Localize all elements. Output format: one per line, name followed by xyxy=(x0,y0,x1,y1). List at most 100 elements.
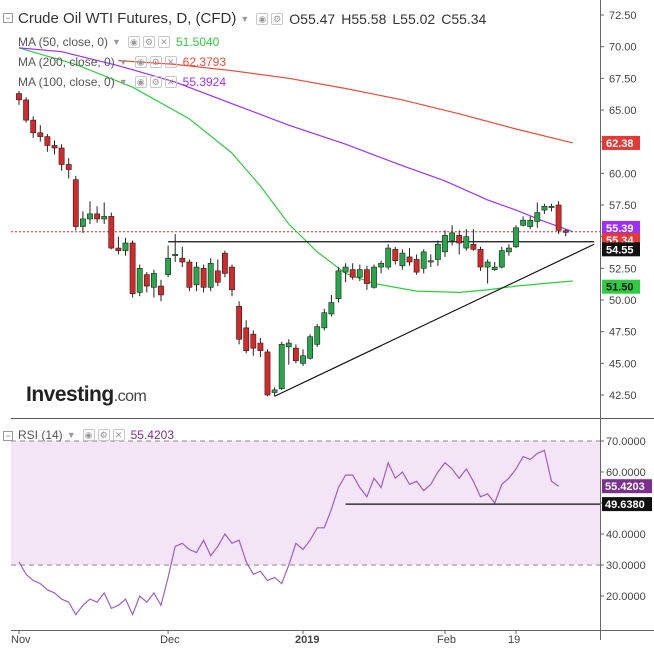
candle[interactable] xyxy=(520,216,526,227)
candle[interactable] xyxy=(101,202,108,224)
ma100-dropdown-icon[interactable]: ▼ xyxy=(118,77,128,87)
candle[interactable] xyxy=(392,246,399,265)
candle[interactable] xyxy=(349,263,356,280)
rsi-settings-icon[interactable]: ⚙ xyxy=(97,429,110,441)
candle[interactable] xyxy=(406,248,413,266)
candle[interactable] xyxy=(222,250,228,278)
candle[interactable] xyxy=(72,175,79,231)
candle[interactable] xyxy=(513,225,519,249)
candle[interactable] xyxy=(136,264,143,297)
ma50-settings-icon[interactable]: ⚙ xyxy=(142,36,155,48)
ma200-dropdown-icon[interactable]: ▼ xyxy=(118,57,128,67)
rsi-label[interactable]: RSI (14) xyxy=(18,428,63,442)
candle[interactable] xyxy=(80,211,86,233)
ma50-visibility-icon[interactable]: ◉ xyxy=(127,36,140,48)
candle[interactable] xyxy=(193,262,200,292)
candle[interactable] xyxy=(172,234,179,262)
ma50-dropdown-icon[interactable]: ▼ xyxy=(112,37,121,47)
candle[interactable] xyxy=(555,201,562,235)
candle[interactable] xyxy=(363,265,370,290)
candle[interactable] xyxy=(108,212,115,250)
candle[interactable] xyxy=(186,259,193,292)
candle[interactable] xyxy=(434,240,441,266)
candle[interactable] xyxy=(30,116,37,138)
candle[interactable] xyxy=(264,349,271,397)
candle[interactable] xyxy=(470,229,477,251)
candle[interactable] xyxy=(58,144,65,171)
candle[interactable] xyxy=(129,240,136,298)
candle[interactable] xyxy=(250,330,257,356)
rsi-dropdown-icon[interactable]: ▼ xyxy=(66,430,76,440)
ma50-label[interactable]: MA (50, close, 0) xyxy=(18,35,109,49)
candle[interactable] xyxy=(51,140,58,155)
candle[interactable] xyxy=(257,338,264,357)
candle[interactable] xyxy=(498,246,505,269)
ma100-settings-icon[interactable]: ⚙ xyxy=(149,76,162,88)
candle[interactable] xyxy=(94,206,100,223)
candle[interactable] xyxy=(214,259,221,287)
candle[interactable] xyxy=(122,237,129,256)
candle[interactable] xyxy=(442,230,448,257)
candle[interactable] xyxy=(236,301,242,345)
candle[interactable] xyxy=(413,254,420,275)
candle[interactable] xyxy=(16,91,22,105)
candle[interactable] xyxy=(449,225,455,246)
candle[interactable] xyxy=(87,201,93,224)
candle[interactable] xyxy=(399,249,406,270)
ma100-close-icon[interactable]: ✕ xyxy=(164,76,177,88)
candle[interactable] xyxy=(37,125,44,142)
candle[interactable] xyxy=(491,262,498,271)
candle[interactable] xyxy=(158,279,164,302)
candle[interactable] xyxy=(278,341,285,390)
candle[interactable] xyxy=(420,249,427,274)
candle[interactable] xyxy=(527,216,534,230)
candle[interactable] xyxy=(271,387,278,397)
candle[interactable] xyxy=(65,158,72,179)
settings-icon[interactable]: ⚙ xyxy=(271,12,284,25)
candle[interactable] xyxy=(328,294,335,317)
candle[interactable] xyxy=(314,324,321,347)
candle[interactable] xyxy=(335,267,342,303)
trendline[interactable] xyxy=(274,243,595,397)
candle[interactable] xyxy=(321,308,328,331)
candle[interactable] xyxy=(307,334,313,360)
candle[interactable] xyxy=(143,272,150,293)
candle[interactable] xyxy=(165,245,171,278)
rsi-close-icon[interactable]: ✕ xyxy=(112,429,125,441)
candle[interactable] xyxy=(115,236,122,255)
ma200-visibility-icon[interactable]: ◉ xyxy=(134,56,147,68)
candle[interactable] xyxy=(371,264,377,289)
ma200-settings-icon[interactable]: ⚙ xyxy=(149,56,162,68)
candle[interactable] xyxy=(548,203,555,212)
candle[interactable] xyxy=(285,339,292,365)
ma-line-1[interactable] xyxy=(118,60,573,144)
ma200-label[interactable]: MA (200, close, 0) xyxy=(18,55,115,69)
candle[interactable] xyxy=(385,244,392,270)
ma200-close-icon[interactable]: ✕ xyxy=(164,56,177,68)
candle[interactable] xyxy=(378,260,384,274)
symbol-dropdown-icon[interactable]: ▼ xyxy=(240,13,250,24)
candle[interactable] xyxy=(342,263,349,283)
candle[interactable] xyxy=(207,258,214,292)
symbol-title[interactable]: Crude Oil WTI Futures, D, (CFD) xyxy=(18,10,237,27)
candle[interactable] xyxy=(44,134,51,152)
candle[interactable] xyxy=(541,203,548,214)
ma100-label[interactable]: MA (100, close, 0) xyxy=(18,75,115,89)
candle[interactable] xyxy=(505,244,512,256)
candle[interactable] xyxy=(23,97,29,123)
candle[interactable] xyxy=(151,269,157,298)
ma100-visibility-icon[interactable]: ◉ xyxy=(134,76,147,88)
ma-line-2[interactable] xyxy=(18,47,574,233)
candle[interactable] xyxy=(456,230,463,255)
candle[interactable] xyxy=(292,344,299,364)
ma50-close-icon[interactable]: ✕ xyxy=(157,36,170,48)
candle[interactable] xyxy=(200,264,207,293)
candle[interactable] xyxy=(463,229,470,251)
rsi-visibility-icon[interactable]: ◉ xyxy=(82,429,95,441)
candle[interactable] xyxy=(427,254,434,268)
candle[interactable] xyxy=(484,259,491,284)
candle[interactable] xyxy=(356,264,363,281)
candle[interactable] xyxy=(243,320,250,354)
candle[interactable] xyxy=(229,264,235,297)
